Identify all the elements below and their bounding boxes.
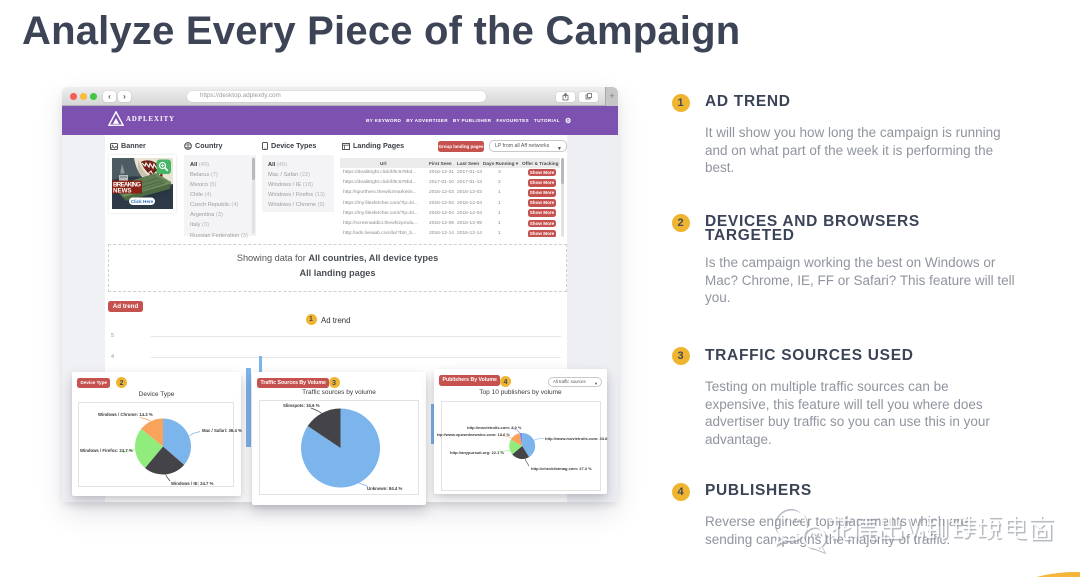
svg-text:BREAKING: BREAKING [113,182,141,189]
svg-text:NEWS: NEWS [113,188,132,195]
svg-text:Click Here: Click Here [131,199,154,204]
